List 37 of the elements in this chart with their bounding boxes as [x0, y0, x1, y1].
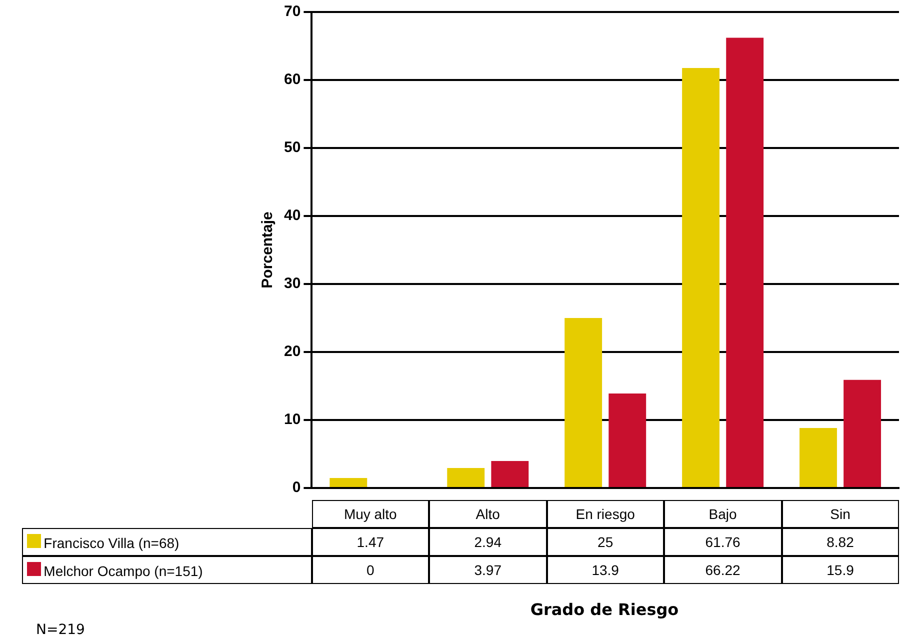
- bar: [491, 461, 529, 487]
- x-tick-label: Muy alto: [312, 500, 430, 528]
- bar: [447, 468, 485, 487]
- bar: [608, 393, 646, 487]
- bar: [682, 68, 720, 487]
- y-axis-title: Porcentaje: [259, 212, 276, 288]
- legend-label: Francisco Villa (n=68): [42, 534, 180, 550]
- y-tick-label: 30: [284, 275, 301, 292]
- data-label: 15.9: [782, 556, 899, 584]
- x-tick-label: Sin: [782, 500, 899, 528]
- data-label: 1.47: [312, 528, 430, 556]
- bar: [564, 318, 602, 487]
- y-tick-label: 70: [284, 3, 301, 20]
- text: N=219: [36, 622, 85, 638]
- x-tick-label: Alto: [429, 500, 547, 528]
- x-axis-title: Grado de Riesgo: [530, 600, 679, 619]
- data-label: 2.94: [429, 528, 547, 556]
- data-label: 3.97: [429, 556, 547, 584]
- data-label: 13.9: [546, 556, 664, 584]
- legend-label: Melchor Ocampo (n=151): [42, 562, 203, 578]
- y-tick-label: 0: [292, 479, 301, 496]
- x-tick-label: Bajo: [664, 500, 782, 528]
- y-tick-label: 20: [284, 343, 301, 360]
- x-tick-label: En riesgo: [546, 500, 664, 528]
- y-tick-label: 60: [284, 71, 301, 88]
- data-label: 0: [312, 556, 430, 584]
- bar: [844, 380, 882, 487]
- bar: [330, 478, 368, 487]
- bar: [800, 428, 837, 487]
- data-label: 61.76: [664, 528, 782, 556]
- data-label: 8.82: [782, 528, 899, 556]
- y-tick-label: 50: [284, 139, 301, 156]
- y-tick-label: 10: [284, 411, 301, 428]
- data-label: 25: [546, 528, 664, 556]
- bar: [726, 38, 764, 487]
- data-label: 66.22: [664, 556, 782, 584]
- y-tick-label: 40: [284, 207, 301, 224]
